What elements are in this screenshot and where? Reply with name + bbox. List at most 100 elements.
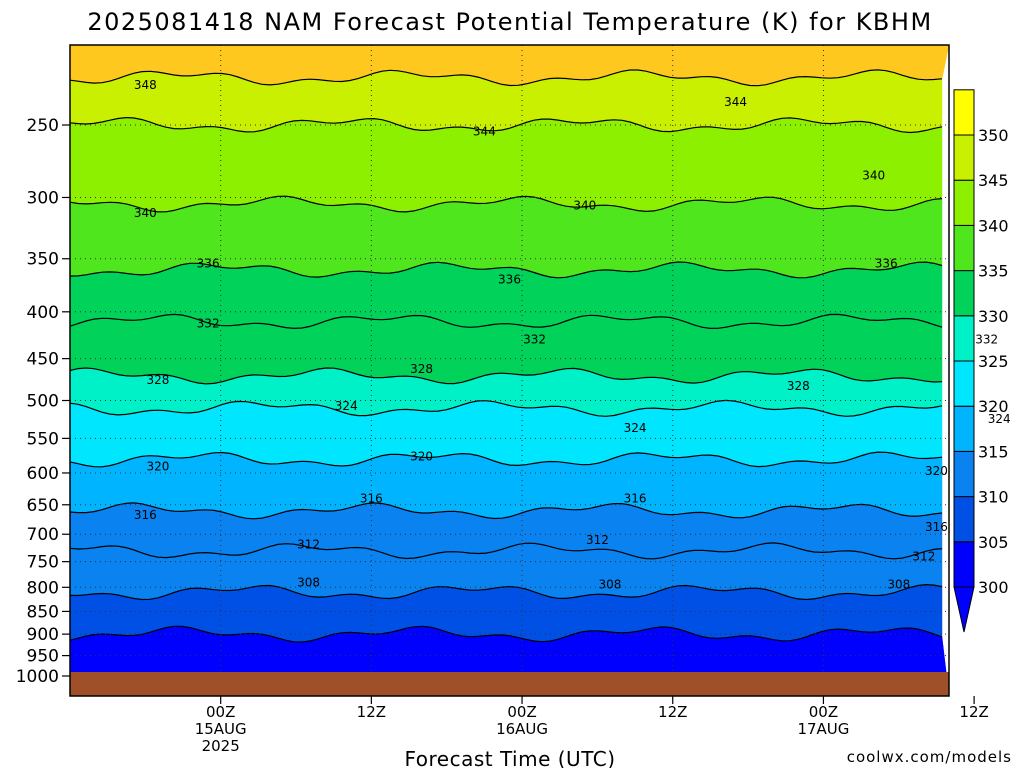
contour-label: 316 <box>624 492 647 506</box>
isentrope-line <box>70 451 943 468</box>
colorbar-swatch <box>953 270 975 317</box>
colorbar-label: 305 <box>978 533 1009 552</box>
isentrope-line <box>70 367 943 385</box>
x-tick-label: 12Z <box>658 703 687 721</box>
x-tick-label: 12Z <box>959 703 988 721</box>
colorbar-swatch <box>953 496 975 543</box>
contour-label: 324 <box>988 412 1011 426</box>
colorbar-label: 350 <box>978 126 1009 145</box>
x-tick-label: 16AUG <box>496 720 548 738</box>
y-tick-label: 750 <box>27 553 59 573</box>
isentrope-line <box>70 261 943 279</box>
colorbar-swatch <box>953 405 975 452</box>
colorbar-swatch <box>953 315 975 362</box>
y-tick-label: 550 <box>27 429 59 449</box>
contour-label: 344 <box>473 124 496 138</box>
colorbar-under-triangle <box>953 586 975 633</box>
isentrope-line <box>70 313 943 330</box>
ground <box>70 672 949 696</box>
contour-label: 308 <box>599 577 622 591</box>
x-tick-label: 00Z <box>809 703 838 721</box>
x-tick-label: 12Z <box>357 703 386 721</box>
y-tick-label: 800 <box>27 578 59 598</box>
y-tick-label: 600 <box>27 464 59 484</box>
y-tick-label: 250 <box>27 116 59 136</box>
contour-label: 340 <box>134 206 157 220</box>
contour-label: 324 <box>335 399 358 413</box>
contour-label: 312 <box>586 533 609 547</box>
contour-label: 340 <box>573 198 596 212</box>
contour-label: 328 <box>787 379 810 393</box>
y-tick-label: 350 <box>27 250 59 270</box>
colorbar-label: 325 <box>978 352 1009 371</box>
contour-label: 344 <box>724 95 747 109</box>
colorbar-label: 300 <box>978 578 1009 597</box>
contour-label: 336 <box>498 273 521 287</box>
colorbar-swatch <box>953 179 975 226</box>
contour-label: 312 <box>297 537 320 551</box>
contour-label: 320 <box>146 459 169 473</box>
temperature-bands <box>70 45 949 696</box>
y-tick-label: 850 <box>27 602 59 622</box>
contour-label: 340 <box>862 169 885 183</box>
x-tick-label: 2025 <box>202 737 240 755</box>
x-tick-label: 00Z <box>206 703 235 721</box>
contour-label: 328 <box>410 362 433 376</box>
contour-label: 348 <box>134 78 157 92</box>
credit-text: coolwx.com/models <box>847 748 1012 766</box>
y-tick-label: 1000 <box>16 667 59 687</box>
colorbar-label: 320 <box>978 397 1009 416</box>
contour-label: 320 <box>410 450 433 464</box>
contour-label: 312 <box>912 549 935 563</box>
y-tick-label: 950 <box>27 647 59 667</box>
y-axis: 250 300 350 400 450 500 550 600 650 700 750 800 850 9… <box>16 116 70 687</box>
x-axis: 00Z15AUG202512Z00Z16AUG12Z00Z17AUG12Z00Z… <box>195 696 989 755</box>
colorbar-swatch <box>953 360 975 407</box>
pressure-grid <box>70 45 949 696</box>
colorbar-label: 345 <box>978 171 1009 190</box>
y-tick-label: 900 <box>27 625 59 645</box>
colorbar-swatch <box>953 89 975 136</box>
colorbar-label: 330 <box>978 307 1009 326</box>
y-tick-label: 500 <box>27 392 59 412</box>
x-axis-label: Forecast Time (UTC) <box>404 747 615 768</box>
colorbar: 300 305 310 315 320 325 330 335 340 345 350 <box>953 89 1009 633</box>
y-tick-label: 700 <box>27 525 59 545</box>
x-tick-label: 17AUG <box>797 720 849 738</box>
chart-title: 2025081418 NAM Forecast Potential Temper… <box>87 8 932 36</box>
y-tick-label: 400 <box>27 303 59 323</box>
isentrope-line <box>70 195 943 213</box>
colorbar-label: 340 <box>978 216 1009 235</box>
isentrope-line <box>70 583 943 601</box>
contour-label: 336 <box>875 256 898 270</box>
contour-label: 336 <box>197 256 220 270</box>
isentrope-line <box>70 399 943 417</box>
contour-label: 328 <box>146 373 169 387</box>
colorbar-swatch <box>953 134 975 181</box>
y-tick-label: 300 <box>27 188 59 208</box>
colorbar-swatch <box>953 450 975 498</box>
plot-frame <box>69 44 950 697</box>
y-tick-label: 650 <box>27 496 59 516</box>
contour-label: 316 <box>360 492 383 506</box>
contour-label: 332 <box>197 317 220 331</box>
colorbar-label: 310 <box>978 488 1009 507</box>
isentrope-line <box>70 502 943 520</box>
isentrope-line <box>70 542 943 560</box>
contour-label: 320 <box>925 464 948 478</box>
contour-label: 316 <box>134 508 157 522</box>
isentrope-line <box>70 69 943 87</box>
x-tick-label: 15AUG <box>195 720 247 738</box>
colorbar-label: 315 <box>978 442 1009 461</box>
contour-label: 308 <box>887 577 910 591</box>
contour-label: 332 <box>975 333 998 347</box>
colorbar-swatch <box>953 224 975 272</box>
contour-label: 308 <box>297 575 320 589</box>
isentrope-line <box>70 116 943 134</box>
contour-label: 332 <box>523 333 546 347</box>
colorbar-swatch <box>953 541 975 588</box>
contour-labels: 3483443443443403403403363363363323323323… <box>134 78 1011 591</box>
contour-label: 316 <box>925 520 948 534</box>
contour-label: 324 <box>624 421 647 435</box>
